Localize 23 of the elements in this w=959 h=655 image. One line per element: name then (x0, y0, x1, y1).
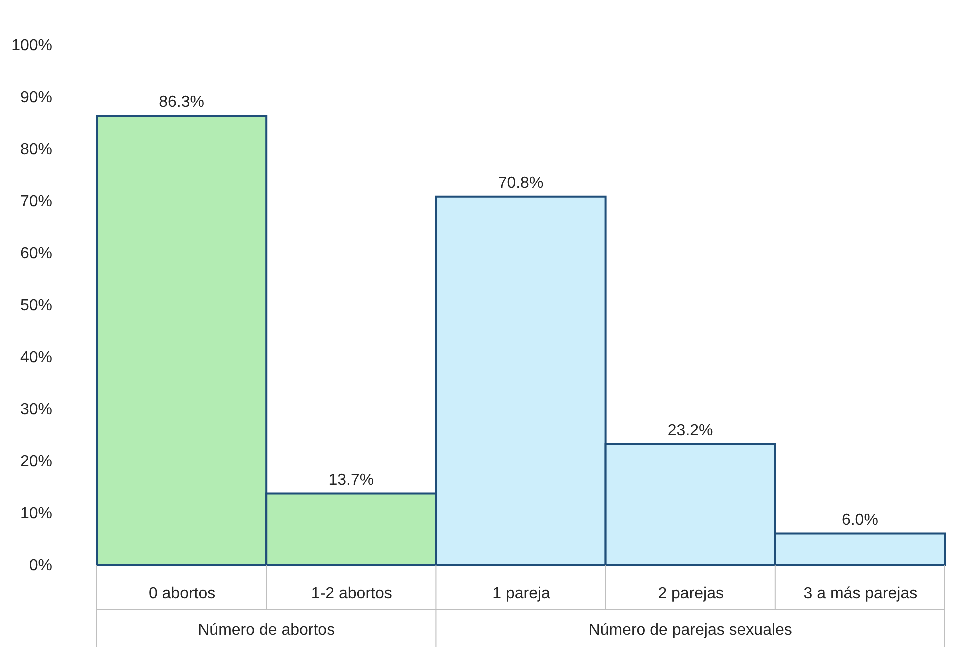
y-tick-label: 40% (20, 350, 52, 366)
x-tick-label: 0 abortos (148, 586, 216, 602)
x-tick-label: 2 parejas (658, 586, 724, 602)
y-tick-label: 100% (12, 38, 52, 54)
x-tick-label: 3 a más parejas (804, 586, 918, 602)
y-tick-label: 0% (29, 558, 52, 574)
y-tick-label: 20% (20, 454, 52, 470)
y-tick-label: 90% (20, 90, 52, 106)
y-tick-label: 60% (20, 246, 52, 262)
text: Número de parejas sexuales (588, 622, 792, 639)
x-tick-label: 1 pareja (492, 586, 551, 602)
y-tick-label: 80% (20, 142, 52, 158)
y-tick-label: 30% (20, 402, 52, 418)
y-tick-label: 50% (20, 298, 52, 314)
data-label: 6.0% (842, 512, 878, 529)
data-label: 23.2% (668, 422, 714, 440)
text: Número de abortos (198, 622, 336, 639)
data-label: 13.7% (328, 472, 374, 489)
y-tick-label: 70% (20, 194, 52, 210)
y-tick-label: 10% (20, 506, 52, 522)
data-label: 86.3% (159, 94, 204, 112)
x-tick-label: 1-2 abortos (311, 586, 392, 602)
data-label: 70.8% (498, 174, 544, 192)
